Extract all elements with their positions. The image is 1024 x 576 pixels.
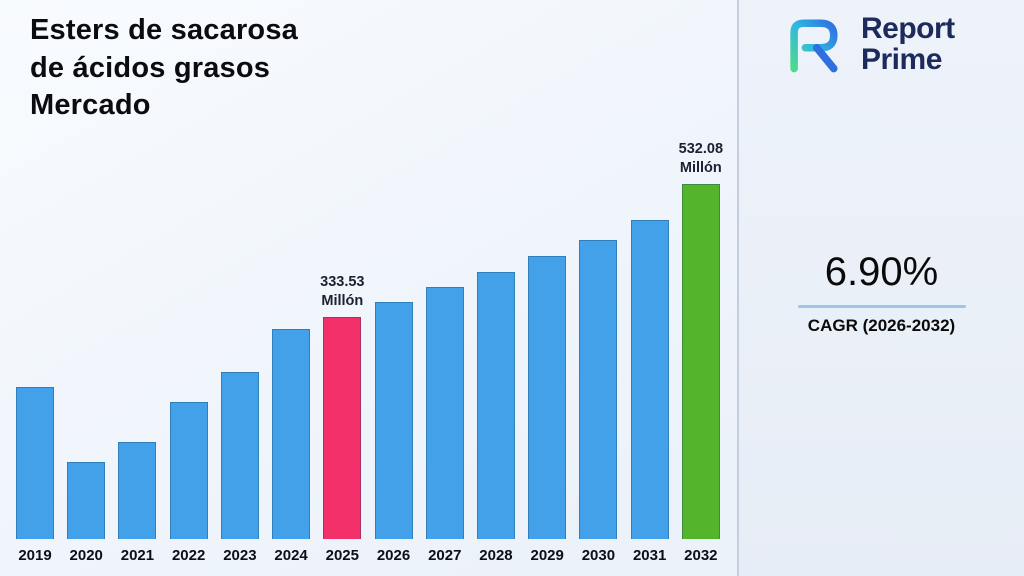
bar-column-2029: 2029 xyxy=(524,256,570,564)
x-axis-label-2020: 2020 xyxy=(69,547,103,564)
report-prime-logo-icon xyxy=(790,19,838,73)
x-axis-label-2028: 2028 xyxy=(479,547,513,564)
bar-2031 xyxy=(630,220,669,539)
bar-2032 xyxy=(681,184,720,539)
bar-column-2019: 2019 xyxy=(12,386,58,564)
bar-column-2030: 2030 xyxy=(575,240,621,564)
bar-2023 xyxy=(220,371,259,539)
bar-column-2021: 2021 xyxy=(114,441,160,564)
vertical-divider xyxy=(737,0,739,576)
x-axis-label-2023: 2023 xyxy=(223,547,257,564)
x-axis-label-2019: 2019 xyxy=(18,547,52,564)
bar-value-label-2032: 532.08 Millón xyxy=(678,141,724,177)
bar-2024 xyxy=(272,328,311,539)
x-axis-label-2027: 2027 xyxy=(428,547,462,564)
page-title: Esters de sacarosa de ácidos grasos Merc… xyxy=(30,14,298,122)
cagr-block: 6.90% CAGR (2026-2032) xyxy=(739,250,1024,336)
bar-2028 xyxy=(476,272,515,539)
bar-column-2020: 2020 xyxy=(63,461,109,564)
bar-column-2023: 2023 xyxy=(217,371,263,564)
report-prime-logo: Report Prime xyxy=(775,10,955,78)
bar-column-2028: 2028 xyxy=(473,272,519,564)
brand-name: Report Prime xyxy=(861,11,955,76)
x-axis-label-2029: 2029 xyxy=(530,547,564,564)
brand-name-line2: Prime xyxy=(861,43,942,76)
bar-chart: 2019 2020 2021 2022 2023 2024 333.53 Millón 202… xyxy=(12,140,724,564)
x-axis-label-2030: 2030 xyxy=(581,547,616,564)
x-axis-label-2032: 2032 xyxy=(684,547,718,564)
bar-2025 xyxy=(323,316,362,539)
brand-name-line1: Report xyxy=(861,11,955,45)
bar-2020 xyxy=(67,461,106,539)
bar-column-2027: 2027 xyxy=(422,286,468,564)
x-axis-label-2031: 2031 xyxy=(632,547,667,564)
bar-column-2031: 2031 xyxy=(627,220,673,564)
bar-column-2024: 2024 xyxy=(268,328,314,564)
x-axis-label-2024: 2024 xyxy=(274,547,308,564)
bar-column-2022: 2022 xyxy=(166,401,212,564)
bar-column-2025: 333.53 Millón 2025 xyxy=(319,273,365,564)
cagr-accent-line xyxy=(797,305,966,308)
cagr-label: CAGR (2026-2032) xyxy=(807,316,956,335)
bar-2027 xyxy=(425,286,464,539)
bar-2019 xyxy=(16,386,54,539)
right-panel: Report Prime 6.90% CAGR (2026-2032) xyxy=(739,0,1024,576)
bar-column-2026: 2026 xyxy=(371,301,417,564)
bar-2030 xyxy=(579,240,618,539)
x-axis-label-2026: 2026 xyxy=(376,547,411,564)
bar-2029 xyxy=(528,256,567,539)
bar-column-2032: 532.08 Millón 2032 xyxy=(678,140,724,564)
x-axis-label-2021: 2021 xyxy=(120,547,155,564)
bar-2022 xyxy=(169,401,208,539)
bar-2026 xyxy=(374,301,413,539)
bar-value-label-2025: 333.53 Millón xyxy=(320,273,365,309)
x-axis-label-2025: 2025 xyxy=(325,547,359,564)
x-axis-label-2022: 2022 xyxy=(171,547,206,564)
bar-2021 xyxy=(118,441,157,539)
cagr-value: 6.90% xyxy=(824,250,939,294)
